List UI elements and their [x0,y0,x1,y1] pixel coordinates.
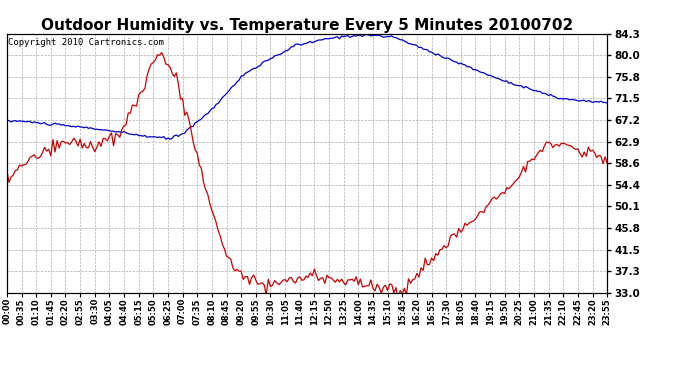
Title: Outdoor Humidity vs. Temperature Every 5 Minutes 20100702: Outdoor Humidity vs. Temperature Every 5… [41,18,573,33]
Text: Copyright 2010 Cartronics.com: Copyright 2010 Cartronics.com [8,38,164,46]
